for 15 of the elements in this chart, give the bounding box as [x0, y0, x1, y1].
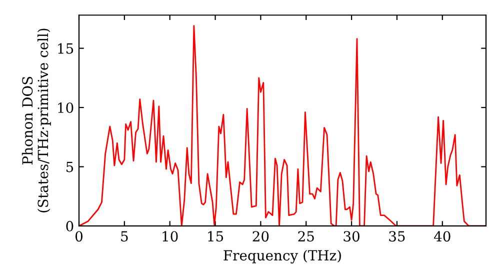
- y-tick-label: 0: [66, 220, 74, 232]
- x-tick-label: 25: [298, 231, 314, 242]
- x-tick-label: 0: [75, 231, 82, 242]
- x-tick-label: 15: [208, 231, 224, 242]
- y-tick-label: 5: [66, 162, 74, 172]
- y-tick-label: 10: [58, 102, 74, 113]
- y-axis-title: Phonon DOS (States/THz·primitive cell): [22, 28, 51, 212]
- x-tick-label: 20: [252, 231, 269, 242]
- x-tick-label: 35: [389, 231, 405, 242]
- x-axis-title: Frequency (THz): [224, 250, 341, 264]
- x-tick-label: 30: [344, 231, 360, 242]
- x-tick-label: 10: [162, 231, 178, 242]
- y-tick-label: 15: [58, 43, 74, 54]
- x-tick-label: 40: [434, 231, 450, 242]
- x-tick-label: 5: [121, 231, 128, 242]
